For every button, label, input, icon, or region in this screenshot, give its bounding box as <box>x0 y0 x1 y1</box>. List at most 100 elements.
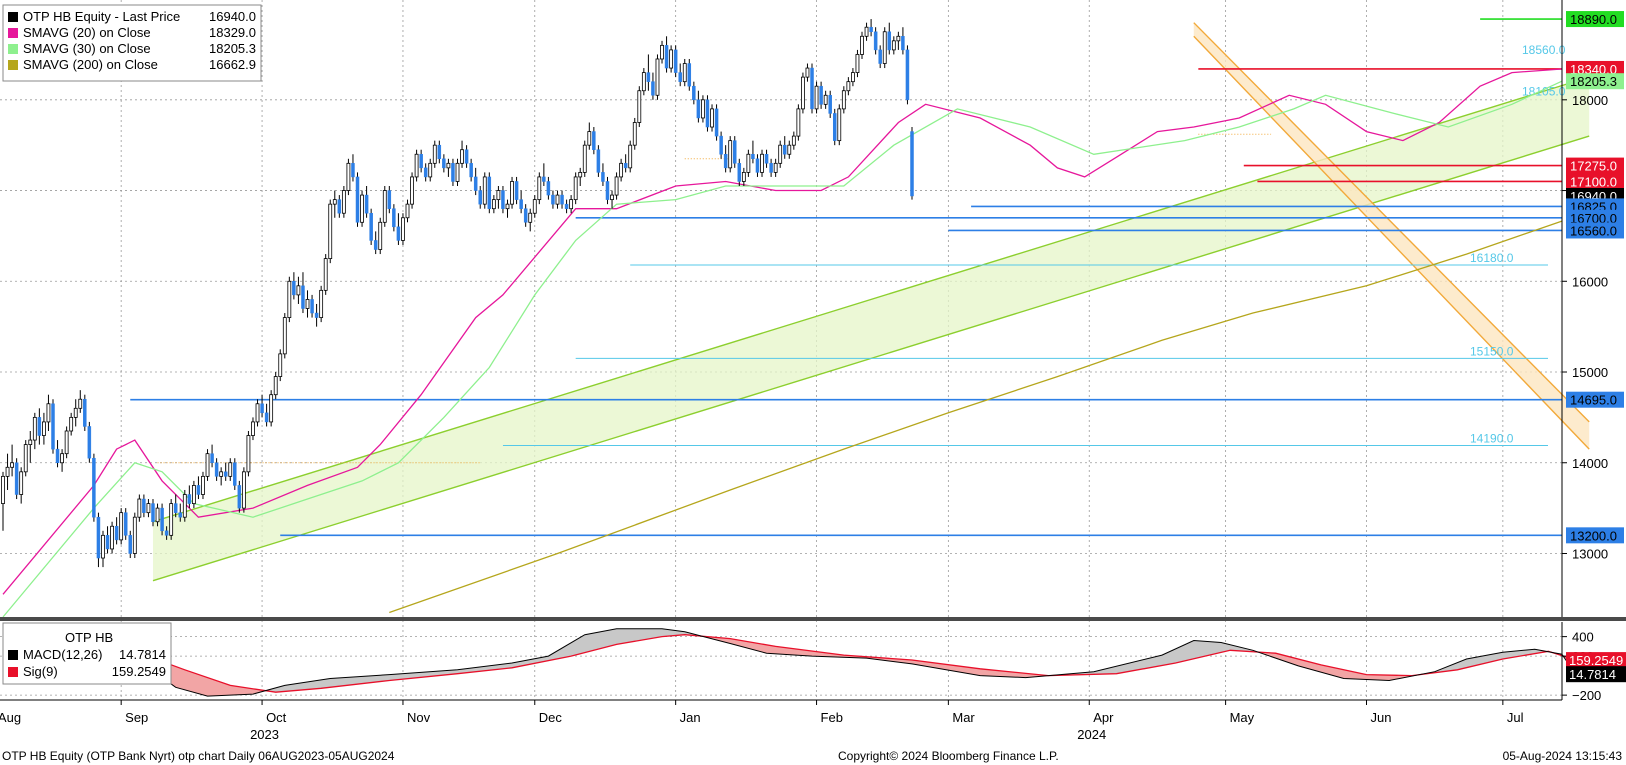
candle-body <box>337 199 342 214</box>
candle-body <box>451 163 455 182</box>
candle-body <box>882 31 887 64</box>
candle-body <box>87 426 92 459</box>
candle-body <box>369 212 373 241</box>
candle-body <box>155 507 160 523</box>
price-tag-label: 14695.0 <box>1570 393 1617 408</box>
candle-body <box>105 535 110 550</box>
month-label: Apr <box>1093 710 1114 725</box>
candle-body <box>560 194 564 205</box>
candle-body <box>651 81 655 96</box>
candle-body <box>823 94 828 105</box>
candle-body <box>551 194 555 205</box>
candle-body <box>173 503 178 513</box>
legend-label-sma30: SMAVG (30) on Close <box>23 41 151 56</box>
price-tag-bg <box>1566 222 1624 239</box>
price-tag-label: 18890.0 <box>1570 12 1617 27</box>
candle-body <box>841 90 846 110</box>
candle-body <box>523 208 528 223</box>
candle-body <box>160 507 164 532</box>
candle-body <box>273 376 278 396</box>
candle-body <box>255 403 260 423</box>
candle-body <box>791 135 796 146</box>
candle-body <box>146 503 151 514</box>
candle-body <box>846 81 851 92</box>
candle-body <box>487 176 492 209</box>
macd-legend-title: OTP HB <box>65 630 113 645</box>
candle-body <box>464 149 469 164</box>
candle-body <box>732 140 737 164</box>
candle-body <box>42 421 46 436</box>
candle-body <box>628 144 633 169</box>
candle-body <box>873 31 878 51</box>
candle-body <box>741 171 746 182</box>
candle-body <box>37 417 42 436</box>
candle-body <box>814 85 819 110</box>
candle-body <box>910 131 914 197</box>
candle-body <box>564 203 569 209</box>
price-tag-label: 17275.0 <box>1570 159 1617 174</box>
macd-below-fill <box>96 649 265 697</box>
candle-body <box>805 67 810 78</box>
candle-body <box>860 35 864 55</box>
candle-body <box>482 176 487 205</box>
candle-body <box>728 140 733 169</box>
candle-body <box>296 285 301 296</box>
candle-body <box>301 285 305 309</box>
candle-body <box>601 172 605 182</box>
macd-above-fill <box>1421 649 1546 675</box>
footer-copyright: Copyright© 2024 Bloomberg Finance L.P. <box>838 749 1059 763</box>
candle-body <box>387 190 392 209</box>
ma-line-30 <box>2 80 1563 618</box>
candle-body <box>760 153 764 173</box>
candle-body <box>137 498 142 518</box>
candle-body <box>314 312 319 318</box>
candle-body <box>1 475 5 504</box>
price-tag-bg <box>1566 391 1624 408</box>
candle-body <box>51 403 55 450</box>
candle-body <box>855 54 860 73</box>
candle-body <box>282 317 287 355</box>
price-tags: 18890.018340.018205.317275.017100.016940… <box>1566 11 1626 683</box>
price-tag-bg <box>1566 60 1624 77</box>
candle-body <box>773 162 778 173</box>
candle-body <box>442 158 446 169</box>
candle-body <box>837 108 842 142</box>
candle-body <box>514 181 519 200</box>
legend-value-sma30: 18205.3 <box>209 41 256 56</box>
candle-body <box>355 176 360 223</box>
candle-body <box>396 226 401 241</box>
candle-body <box>96 516 101 559</box>
candle-body <box>532 199 537 214</box>
up-channel-upper-line <box>152 76 1590 523</box>
candle-body <box>219 471 224 477</box>
month-label: Dec <box>539 710 563 725</box>
legend-value-sma200: 16662.9 <box>209 57 256 72</box>
candle-body <box>178 512 183 518</box>
candle-body <box>660 44 664 60</box>
candle-body <box>360 194 364 223</box>
candle-body <box>646 72 651 82</box>
month-label: Nov <box>407 710 431 725</box>
candle-body <box>555 194 560 205</box>
candle-body <box>228 462 233 477</box>
macd-above-fill <box>266 628 701 693</box>
signal-legend-swatch <box>8 667 18 677</box>
candle-body <box>828 95 832 114</box>
candle-body <box>196 485 201 495</box>
candle-body <box>60 453 64 464</box>
price-tick-label: 16000 <box>1572 274 1608 289</box>
candle-body <box>701 99 705 119</box>
candle-body <box>392 208 396 228</box>
macd-line <box>2 628 1577 697</box>
month-label: Aug <box>0 710 21 725</box>
legend-swatch-sma20 <box>8 28 18 38</box>
candle-body <box>787 144 792 155</box>
candle-body <box>382 190 387 223</box>
macd-tick-label: −200 <box>1572 688 1601 703</box>
candle-body <box>14 462 19 495</box>
candle-body <box>896 35 901 42</box>
candle-body <box>723 154 728 169</box>
macd-tag-label: 14.7814 <box>1569 667 1616 682</box>
